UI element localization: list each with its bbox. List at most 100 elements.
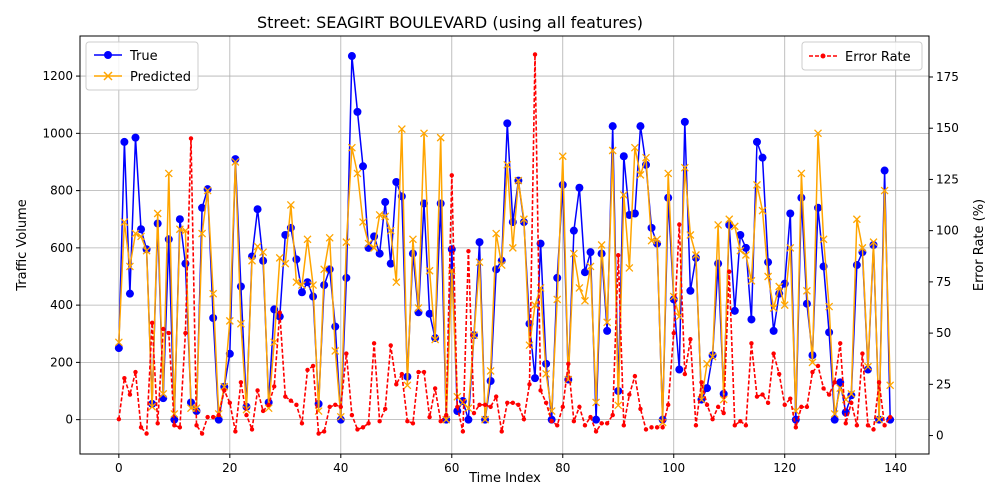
series-error-point [865, 423, 871, 428]
series-true-point [603, 326, 612, 335]
series-true-point [447, 245, 456, 254]
y-tick-label: 200 [50, 355, 73, 369]
series-true-point [747, 315, 756, 324]
series-error-point [388, 343, 393, 348]
series-error-point [249, 427, 255, 432]
series-error-point [838, 341, 843, 346]
series-predicted-point [575, 283, 584, 292]
series-predicted-point [231, 158, 240, 166]
series-predicted-point [730, 222, 739, 231]
series-error-point [521, 416, 527, 422]
series-layer [114, 52, 895, 436]
series-error-point [466, 248, 471, 254]
series-predicted-point [864, 362, 872, 371]
series-predicted-point [209, 289, 218, 298]
series-error-point [882, 423, 887, 428]
series-predicted-point [464, 404, 473, 413]
series-predicted-point [653, 235, 662, 244]
series-true-point [175, 215, 184, 224]
series-true-point [336, 415, 345, 424]
series-true-point [159, 394, 168, 403]
y-tick-label: 400 [50, 298, 73, 312]
series-predicted-point [741, 251, 750, 259]
series-predicted-point [825, 302, 834, 311]
series-error-point [177, 425, 183, 430]
series-error-point [643, 427, 649, 432]
series-error-point [593, 429, 599, 434]
x-tick-label: 100 [662, 461, 685, 475]
series-predicted-point [753, 180, 761, 189]
series-error-point [510, 400, 516, 405]
series-error-point [804, 404, 810, 410]
series-predicted-point [281, 259, 290, 268]
series-predicted-point [436, 133, 445, 142]
series-predicted-point [381, 212, 390, 221]
series-predicted-point [120, 218, 129, 227]
series-error-point [832, 380, 837, 385]
series-true-point [359, 162, 367, 171]
chart-title: Street: SEAGIRT BOULEVARD (using all fea… [257, 13, 643, 32]
series-predicted-point [508, 243, 517, 252]
series-predicted-point [736, 246, 745, 255]
series-error-point [771, 351, 776, 356]
series-error-point [549, 419, 554, 424]
series-predicted-point [125, 262, 134, 271]
series-predicted-line [118, 128, 891, 423]
x-tick-label: 20 [222, 461, 237, 475]
series-error-point [799, 404, 804, 410]
series-error-point [399, 371, 405, 377]
series-error-point [555, 423, 560, 428]
series-error-point [149, 320, 155, 326]
y-tick-label: 0 [65, 413, 73, 427]
series-error-point [127, 392, 133, 397]
series-predicted-point [764, 272, 773, 281]
series-error-point [444, 412, 449, 418]
series-true-point [580, 268, 589, 277]
y-axis-label: Traffic Volume [15, 199, 30, 292]
series-error-point [449, 173, 454, 178]
series-error-point [654, 425, 660, 430]
series-predicted-point [242, 405, 251, 414]
series-true-point [386, 259, 395, 268]
series-error-point [277, 310, 282, 315]
series-error-point [360, 425, 366, 430]
series-error-point [688, 337, 693, 342]
series-predicted-point [664, 169, 673, 178]
series-error-point [754, 394, 760, 399]
series-predicted-point [248, 256, 256, 265]
series-true-point [131, 133, 140, 142]
series-error-point [155, 421, 160, 426]
series-error-point [638, 406, 643, 412]
series-error-point [460, 429, 466, 434]
series-true-point [686, 286, 695, 295]
series-error-point [743, 423, 749, 428]
series-error-point [610, 412, 615, 418]
series-predicted-point [758, 206, 767, 215]
series-predicted-point [769, 304, 778, 312]
series-predicted-point [225, 316, 234, 325]
series-true-point [342, 273, 351, 282]
series-error-point [604, 421, 610, 426]
series-true-point [414, 308, 423, 317]
series-true-point [636, 122, 645, 131]
series-error-point [732, 423, 737, 428]
series-predicted-point [642, 153, 650, 162]
series-error-point [294, 402, 299, 408]
series-error-point [227, 400, 233, 405]
series-predicted-point [131, 229, 140, 238]
y-tick-label: 800 [50, 184, 73, 198]
series-error-point [532, 52, 538, 57]
legend-right-box [801, 41, 923, 71]
series-predicted-point [403, 381, 412, 390]
series-true-point [231, 155, 240, 164]
series-predicted-point [514, 176, 523, 185]
series-true-point [170, 415, 179, 424]
series-predicted-point [719, 395, 728, 404]
series-predicted-point [475, 258, 484, 267]
series-predicted-point [814, 129, 822, 138]
series-predicted-point [519, 215, 528, 224]
series-predicted-point [553, 295, 562, 304]
series-predicted-point [542, 369, 551, 378]
series-true-point [503, 119, 512, 128]
series-true-point [741, 243, 750, 252]
